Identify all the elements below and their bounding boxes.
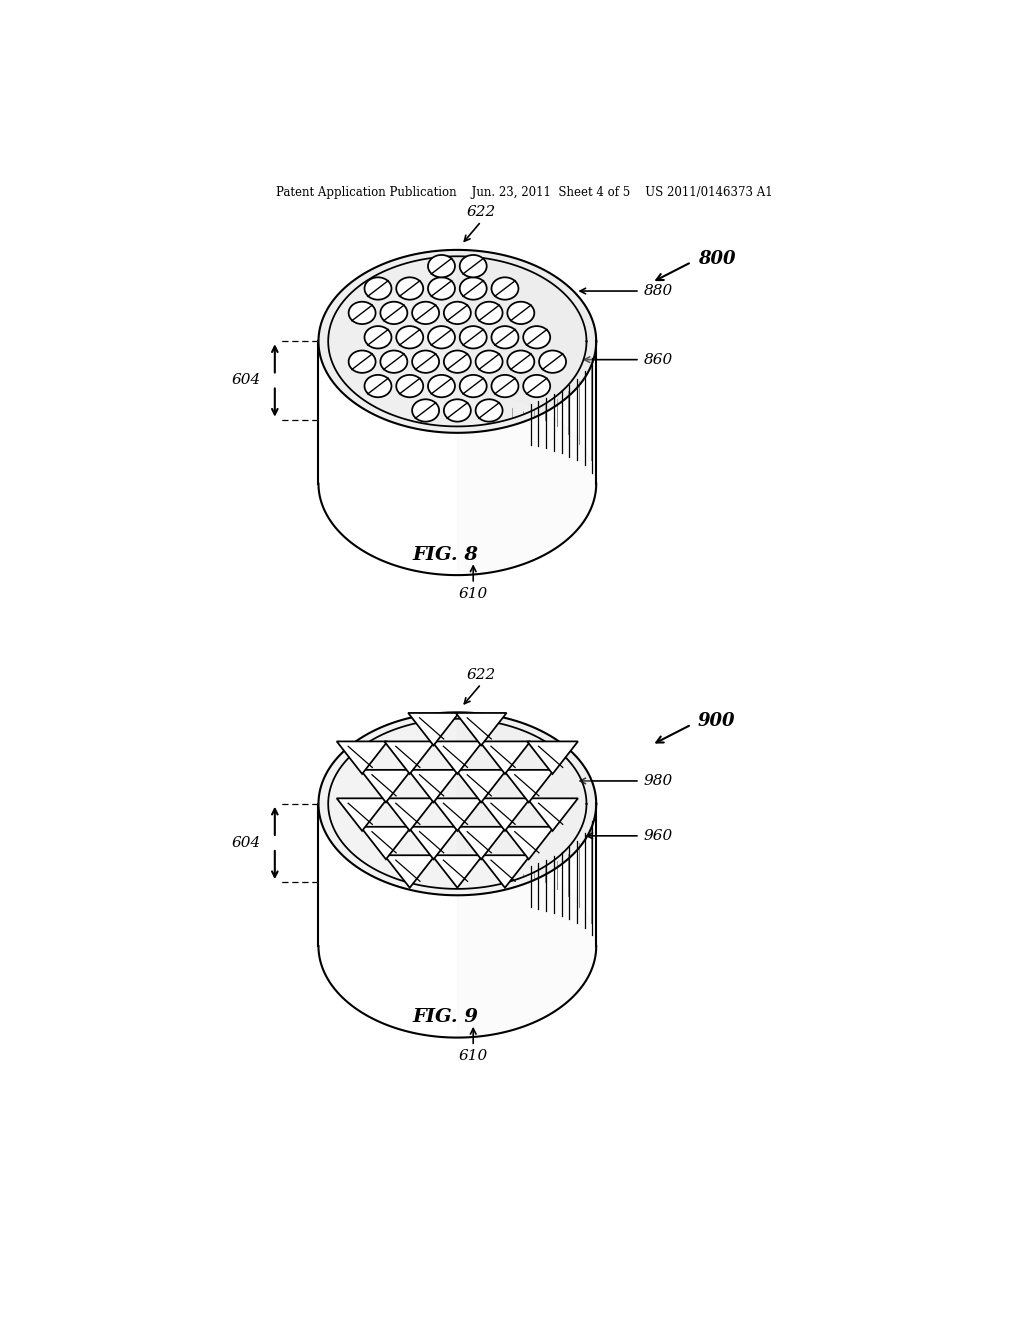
Ellipse shape <box>523 375 550 397</box>
Text: 960: 960 <box>644 829 673 843</box>
Polygon shape <box>504 770 554 803</box>
Ellipse shape <box>412 351 439 372</box>
Polygon shape <box>318 249 596 433</box>
Text: 980: 980 <box>644 774 673 788</box>
Polygon shape <box>458 249 596 576</box>
Ellipse shape <box>365 277 391 300</box>
Polygon shape <box>409 713 459 746</box>
Text: FIG. 8: FIG. 8 <box>413 545 478 564</box>
Ellipse shape <box>396 326 423 348</box>
Ellipse shape <box>348 351 376 372</box>
Polygon shape <box>360 770 412 803</box>
Polygon shape <box>409 770 459 803</box>
Text: FIG. 9: FIG. 9 <box>413 1008 478 1026</box>
Ellipse shape <box>443 399 471 421</box>
Polygon shape <box>479 742 530 774</box>
Ellipse shape <box>412 399 439 421</box>
Ellipse shape <box>539 351 566 372</box>
Ellipse shape <box>492 375 518 397</box>
Polygon shape <box>384 799 435 830</box>
Ellipse shape <box>443 302 471 325</box>
Polygon shape <box>458 713 596 1038</box>
Ellipse shape <box>428 277 455 300</box>
Polygon shape <box>479 855 530 888</box>
Ellipse shape <box>460 375 486 397</box>
Polygon shape <box>456 826 507 859</box>
Polygon shape <box>458 713 596 1038</box>
Ellipse shape <box>475 351 503 372</box>
Text: 622: 622 <box>467 206 496 219</box>
Ellipse shape <box>475 399 503 421</box>
Text: 610: 610 <box>459 587 487 601</box>
Ellipse shape <box>492 326 518 348</box>
Text: 880: 880 <box>644 284 673 298</box>
Ellipse shape <box>428 326 455 348</box>
Polygon shape <box>479 799 530 830</box>
Ellipse shape <box>396 375 423 397</box>
Ellipse shape <box>460 326 486 348</box>
Text: 900: 900 <box>697 713 735 730</box>
Ellipse shape <box>365 326 391 348</box>
Text: 604: 604 <box>231 836 260 850</box>
Text: 610: 610 <box>459 1049 487 1064</box>
Ellipse shape <box>365 375 391 397</box>
Ellipse shape <box>492 277 518 300</box>
Ellipse shape <box>507 351 535 372</box>
Polygon shape <box>337 799 387 830</box>
Ellipse shape <box>380 351 408 372</box>
Ellipse shape <box>396 277 423 300</box>
Polygon shape <box>456 713 507 746</box>
Ellipse shape <box>348 302 376 325</box>
Polygon shape <box>504 826 554 859</box>
Ellipse shape <box>475 302 503 325</box>
Ellipse shape <box>428 375 455 397</box>
Ellipse shape <box>507 302 535 325</box>
Text: 622: 622 <box>467 668 496 682</box>
Polygon shape <box>527 799 578 830</box>
Ellipse shape <box>412 302 439 325</box>
Ellipse shape <box>460 277 486 300</box>
Polygon shape <box>432 742 482 774</box>
Ellipse shape <box>428 255 455 277</box>
Polygon shape <box>409 826 459 859</box>
Polygon shape <box>456 770 507 803</box>
Polygon shape <box>384 855 435 888</box>
Ellipse shape <box>460 255 486 277</box>
Text: Patent Application Publication    Jun. 23, 2011  Sheet 4 of 5    US 2011/0146373: Patent Application Publication Jun. 23, … <box>276 186 773 199</box>
Text: 860: 860 <box>644 352 673 367</box>
Polygon shape <box>527 742 578 774</box>
Polygon shape <box>458 249 596 576</box>
Ellipse shape <box>380 302 408 325</box>
Polygon shape <box>384 742 435 774</box>
Text: 800: 800 <box>697 249 735 268</box>
Ellipse shape <box>443 351 471 372</box>
Polygon shape <box>432 799 482 830</box>
Polygon shape <box>360 826 412 859</box>
Ellipse shape <box>523 326 550 348</box>
Polygon shape <box>318 713 596 895</box>
Polygon shape <box>432 855 482 888</box>
Text: 604: 604 <box>231 374 260 388</box>
Polygon shape <box>337 742 387 774</box>
